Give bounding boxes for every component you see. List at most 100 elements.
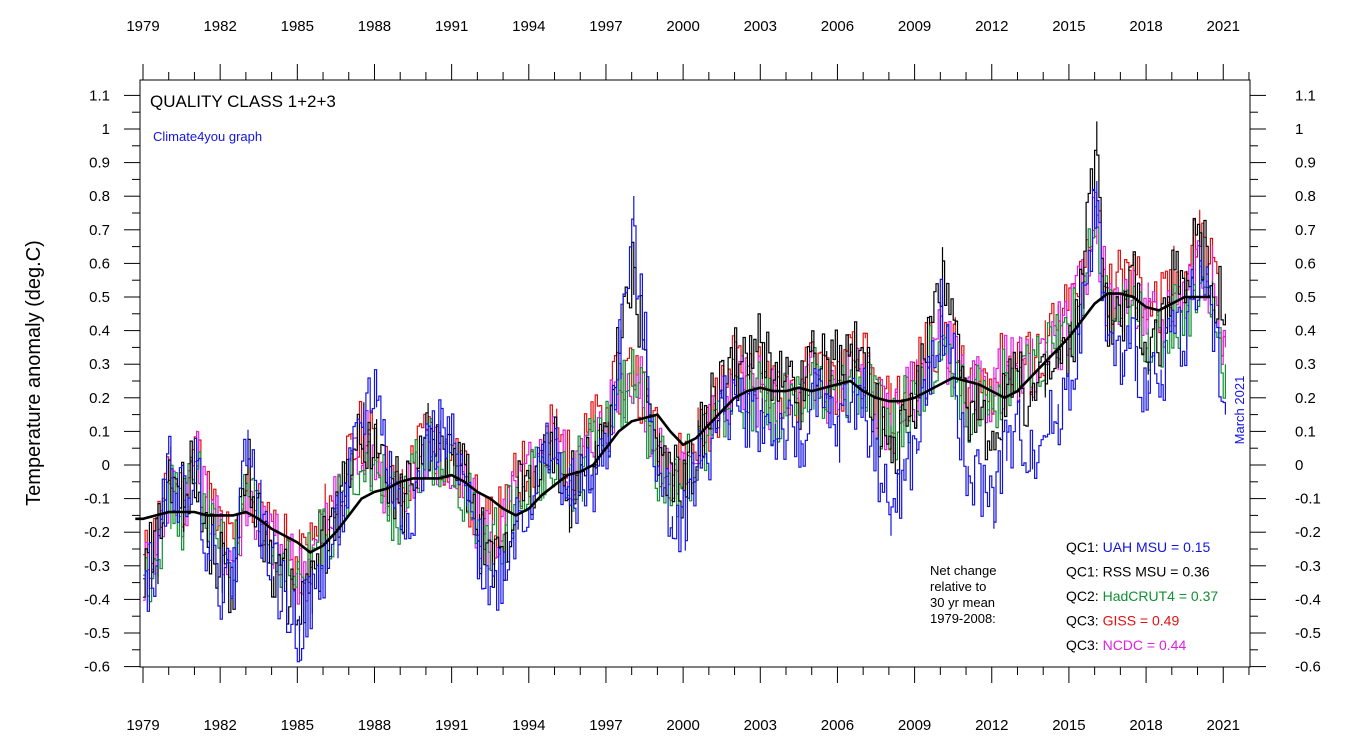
y-tick-label-left: 0.7 (89, 222, 110, 239)
x-tick-label-top: 2012 (975, 18, 1008, 35)
x-tick-label-bottom: 2000 (666, 717, 699, 734)
end-label-march-2021: March 2021 (1232, 376, 1247, 445)
y-axis-label: Temperature anomaly (deg.C) (23, 240, 45, 506)
x-tick-label-top: 2021 (1207, 18, 1240, 35)
y-tick-label-right: -0.1 (1295, 491, 1321, 508)
x-tick-label-top: 1979 (126, 18, 159, 35)
y-tick-label-right: 0.9 (1295, 155, 1316, 172)
y-tick-label-right: 0.5 (1295, 289, 1316, 306)
x-tick-label-bottom: 1985 (281, 717, 314, 734)
legend-entry: QC2: HadCRUT4 = 0.37 (1066, 588, 1218, 604)
y-tick-label-left: -0.4 (84, 591, 110, 608)
x-tick-label-bottom: 2015 (1052, 717, 1085, 734)
legend-prefix: QC2: (1066, 588, 1103, 604)
y-tick-label-right: 0.7 (1295, 222, 1316, 239)
legend-value: = 0.15 (1167, 539, 1210, 555)
legend-name: HadCRUT4 (1103, 588, 1176, 604)
x-tick-label-top: 2000 (666, 18, 699, 35)
y-tick-label-right: -0.4 (1295, 591, 1321, 608)
note-line: relative to (930, 579, 986, 594)
plot-frame (139, 79, 1251, 668)
y-tick-label-left: -0.6 (84, 659, 110, 676)
series-line-rss-msu (143, 121, 1226, 632)
legend-entry: QC1: RSS MSU = 0.36 (1066, 564, 1210, 580)
legend-prefix: QC1: (1066, 564, 1103, 580)
legend-prefix: QC1: (1066, 539, 1103, 555)
y-tick-label-left: 0.8 (89, 188, 110, 205)
x-tick-label-top: 2009 (898, 18, 931, 35)
x-tick-label-top: 1982 (203, 18, 236, 35)
y-tick-label-right: -0.6 (1295, 659, 1321, 676)
note-line: 30 yr mean (930, 595, 995, 610)
x-tick-label-top: 1988 (358, 18, 391, 35)
x-tick-label-top: 2003 (744, 18, 777, 35)
y-tick-label-left: -0.3 (84, 558, 110, 575)
x-tick-label-top: 1994 (512, 18, 545, 35)
y-tick-label-right: 0.4 (1295, 323, 1316, 340)
y-tick-label-right: -0.2 (1295, 524, 1321, 541)
legend-prefix: QC3: (1066, 613, 1103, 629)
y-tick-label-left: 0.6 (89, 255, 110, 272)
y-tick-label-right: 0.1 (1295, 423, 1316, 440)
y-tick-label-right: 1 (1295, 121, 1303, 138)
y-tick-label-left: 0.2 (89, 390, 110, 407)
y-tick-label-left: 0.5 (89, 289, 110, 306)
legend-value: = 0.49 (1136, 613, 1179, 629)
x-tick-label-bottom: 1997 (589, 717, 622, 734)
series-line-mean (135, 292, 1211, 554)
y-tick-label-left: 0.3 (89, 356, 110, 373)
legend-name: RSS MSU (1103, 564, 1167, 580)
x-tick-label-bottom: 2009 (898, 717, 931, 734)
y-tick-label-right: 0 (1295, 457, 1303, 474)
legend-value: = 0.36 (1166, 564, 1209, 580)
x-tick-label-bottom: 1982 (203, 717, 236, 734)
y-tick-label-left: -0.5 (84, 625, 110, 642)
chart-title: QUALITY CLASS 1+2+3 (150, 92, 336, 111)
x-tick-label-bottom: 1979 (126, 717, 159, 734)
x-tick-label-top: 1985 (281, 18, 314, 35)
x-tick-label-bottom: 1988 (358, 717, 391, 734)
y-tick-label-right: -0.5 (1295, 625, 1321, 642)
x-tick-label-bottom: 2018 (1129, 717, 1162, 734)
y-tick-label-left: 1.1 (89, 87, 110, 104)
x-tick-label-top: 2018 (1129, 18, 1162, 35)
x-tick-label-bottom: 1991 (435, 717, 468, 734)
x-tick-label-bottom: 2006 (821, 717, 854, 734)
y-tick-label-right: 1.1 (1295, 87, 1316, 104)
y-tick-label-left: 0.4 (89, 323, 110, 340)
x-tick-label-bottom: 2021 (1207, 717, 1240, 734)
series-line-uah-msu (143, 181, 1226, 663)
y-tick-label-right: 0.6 (1295, 255, 1316, 272)
y-tick-label-right: 0.3 (1295, 356, 1316, 373)
y-tick-label-left: -0.1 (84, 491, 110, 508)
note-line: 1979-2008: (930, 611, 996, 626)
legend-entry: QC3: NCDC = 0.44 (1066, 637, 1186, 653)
x-tick-label-bottom: 2003 (744, 717, 777, 734)
legend-entry: QC1: UAH MSU = 0.15 (1066, 539, 1211, 555)
x-tick-label-top: 2006 (821, 18, 854, 35)
x-tick-label-bottom: 1994 (512, 717, 545, 734)
x-tick-label-bottom: 2012 (975, 717, 1008, 734)
x-tick-label-top: 2015 (1052, 18, 1085, 35)
y-tick-label-left: 0 (102, 457, 110, 474)
y-tick-label-left: 1 (102, 121, 110, 138)
legend-value: = 0.37 (1175, 588, 1218, 604)
legend-name: UAH MSU (1103, 539, 1168, 555)
chart-subtitle: Climate4you graph (153, 129, 262, 144)
series-layer (135, 121, 1226, 663)
legend-prefix: QC3: (1066, 637, 1103, 653)
note-line: Net change (930, 563, 997, 578)
y-tick-label-right: 0.2 (1295, 390, 1316, 407)
y-tick-label-left: -0.2 (84, 524, 110, 541)
legend-entry: QC3: GISS = 0.49 (1066, 613, 1179, 629)
y-tick-label-right: -0.3 (1295, 558, 1321, 575)
legend-name: GISS (1103, 613, 1136, 629)
y-tick-label-left: 0.1 (89, 423, 110, 440)
legend-value: = 0.44 (1143, 637, 1186, 653)
tick-layer: 1979 1979 1982 1982 1985 1985 1988 1988 1991 1991… (84, 18, 1321, 734)
legend-name: NCDC (1103, 637, 1143, 653)
